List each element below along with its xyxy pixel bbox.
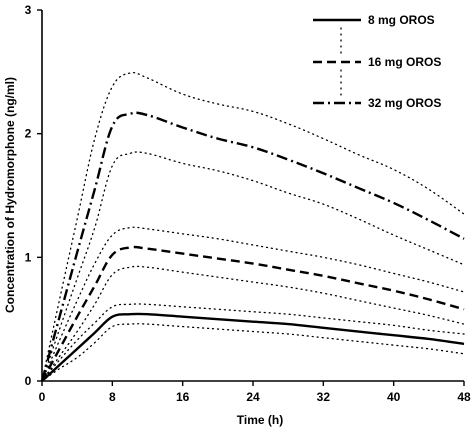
ci-upper-line: [41, 72, 465, 382]
x-tick-label: 0: [39, 390, 46, 404]
series-lines: [40, 111, 465, 382]
ci-lower-line: [41, 265, 465, 382]
x-tick-label: 16: [176, 390, 190, 404]
legend-label: 16 mg OROS: [368, 55, 441, 69]
ci-upper-line: [41, 226, 465, 382]
y-axis-label: Concentration of Hydromorphone (ng/ml): [3, 77, 17, 313]
series-line: [40, 111, 465, 382]
x-tick-label: 8: [109, 390, 116, 404]
y-tick-label: 2: [25, 127, 32, 141]
ci-upper-line: [41, 303, 465, 382]
axis-ticks: 0 8 16 24 32 40 48 0 1 2 3: [25, 3, 471, 404]
y-tick-label: 1: [25, 250, 32, 264]
y-tick-label: 0: [25, 374, 32, 388]
confidence-bands: [41, 72, 465, 382]
x-tick-label: 32: [317, 390, 331, 404]
legend-label: 32 mg OROS: [368, 96, 441, 110]
legend: 8 mg OROS 16 mg OROS 32 mg OROS: [313, 13, 441, 110]
ci-lower-line: [41, 151, 465, 382]
x-tick-label: 40: [387, 390, 401, 404]
x-tick-label: 48: [457, 390, 471, 404]
x-axis-label: Time (h): [237, 413, 283, 427]
series-line: [40, 245, 465, 382]
y-tick-label: 3: [25, 3, 32, 17]
series-line: [41, 312, 465, 382]
x-tick-label: 24: [246, 390, 260, 404]
legend-label: 8 mg OROS: [368, 13, 435, 27]
ci-lower-line: [41, 323, 465, 382]
